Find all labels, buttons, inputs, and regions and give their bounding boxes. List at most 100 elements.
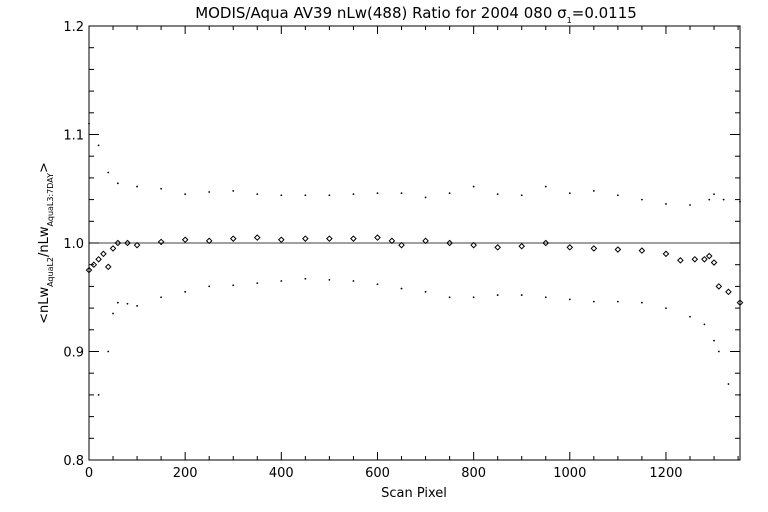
series-upper <box>88 122 741 206</box>
data-point-mean <box>114 239 122 247</box>
data-point-mean <box>85 266 93 274</box>
data-point-upper <box>544 185 547 188</box>
data-point-upper <box>496 193 499 196</box>
data-point-mean <box>181 236 189 244</box>
data-point-lower <box>727 383 730 385</box>
data-point-upper <box>256 193 259 196</box>
series-lower <box>97 277 741 396</box>
data-point-lower <box>496 294 499 296</box>
data-point-lower <box>352 280 355 282</box>
chart-title-sigma-sub: 1 <box>567 16 572 25</box>
data-point-mean <box>157 238 165 246</box>
x-tick-label: 800 <box>461 466 486 481</box>
x-ticks: 0 200 400 600 800 1000 1200 <box>85 26 739 481</box>
data-point-mean <box>677 257 684 264</box>
data-point-mean <box>124 239 131 247</box>
data-point-lower <box>136 305 138 307</box>
data-marks <box>85 122 744 396</box>
data-point-upper <box>328 194 331 197</box>
data-point-lower <box>424 290 427 293</box>
data-point-lower <box>280 280 283 282</box>
x-tick-label: 200 <box>173 466 198 481</box>
data-point-lower <box>568 298 571 301</box>
chart-title-sigma-value: =0.0115 <box>572 4 637 22</box>
data-point-mean <box>374 234 381 241</box>
data-point-upper <box>160 187 163 190</box>
data-point-lower <box>97 394 100 396</box>
data-point-upper <box>708 198 711 201</box>
data-point-mean <box>542 239 550 247</box>
data-point-upper <box>592 190 595 192</box>
data-point-lower <box>544 296 547 299</box>
data-point-lower <box>400 287 403 290</box>
data-point-lower <box>112 312 114 315</box>
data-point-mean <box>518 242 526 250</box>
data-point-upper <box>208 191 211 193</box>
data-point-upper <box>641 198 643 201</box>
data-point-upper <box>472 185 475 188</box>
data-point-lower <box>592 300 595 303</box>
data-point-mean <box>715 283 723 290</box>
x-tick-label: 0 <box>85 466 93 481</box>
data-point-upper <box>232 190 235 192</box>
data-point-lower <box>665 307 667 309</box>
data-point-lower <box>208 285 211 288</box>
data-point-upper <box>136 185 138 188</box>
data-point-mean <box>614 246 622 253</box>
data-point-upper <box>448 192 451 194</box>
data-point-mean <box>725 288 732 296</box>
data-point-mean <box>701 255 708 263</box>
data-point-lower <box>689 315 691 318</box>
data-point-mean <box>95 255 102 263</box>
chart-title-prefix: MODIS/Aqua AV39 nLw(488) Ratio for 2004 … <box>195 4 557 22</box>
data-point-lower <box>739 394 741 396</box>
data-point-lower <box>126 302 129 305</box>
data-point-lower <box>376 283 379 286</box>
y-label-open: <nLw <box>37 287 52 324</box>
y-tick-label: 0.9 <box>63 346 84 361</box>
data-point-upper <box>304 194 307 197</box>
data-point-upper <box>713 193 715 196</box>
data-point-lower <box>520 294 523 296</box>
data-point-lower <box>184 290 187 293</box>
data-point-lower <box>703 323 706 326</box>
data-point-upper <box>184 193 187 196</box>
data-point-mean <box>109 245 117 252</box>
data-point-mean <box>494 244 501 251</box>
data-point-upper <box>739 200 741 203</box>
data-point-mean <box>470 241 477 249</box>
data-point-upper <box>424 196 427 199</box>
data-point-lower <box>304 277 307 280</box>
data-point-lower <box>472 296 475 299</box>
data-point-upper <box>665 203 667 205</box>
data-point-mean <box>736 299 744 306</box>
data-point-mean <box>326 235 333 242</box>
data-point-upper <box>520 194 523 197</box>
y-label-sub1: AquaL2 <box>46 257 55 287</box>
data-point-lower <box>448 296 451 299</box>
chart-title-sigma: σ <box>557 4 567 22</box>
data-point-lower <box>616 300 619 303</box>
data-point-upper <box>352 193 355 196</box>
data-point-mean <box>662 250 670 258</box>
data-point-lower <box>328 278 331 281</box>
y-label-sub2: AquaL3:7DAY <box>46 173 55 227</box>
y-tick-label: 0.8 <box>63 454 84 469</box>
data-point-mean <box>422 237 429 245</box>
data-point-lower <box>116 301 119 304</box>
y-tick-label: 1.2 <box>63 20 84 35</box>
y-label-close: > <box>37 162 52 173</box>
data-point-upper <box>97 144 100 147</box>
y-tick-label: 1.1 <box>63 129 84 144</box>
data-point-upper <box>400 192 403 194</box>
data-point-upper <box>280 194 283 197</box>
data-point-upper <box>116 182 119 185</box>
data-point-mean <box>710 259 718 266</box>
data-point-mean <box>100 250 107 258</box>
x-axis-label: Scan Pixel <box>381 486 447 501</box>
series-mean <box>85 234 744 306</box>
data-point-upper <box>568 192 571 194</box>
data-point-mean <box>350 235 357 242</box>
y-ticks: 0.8 0.9 1.0 1.1 1.2 <box>63 20 740 469</box>
